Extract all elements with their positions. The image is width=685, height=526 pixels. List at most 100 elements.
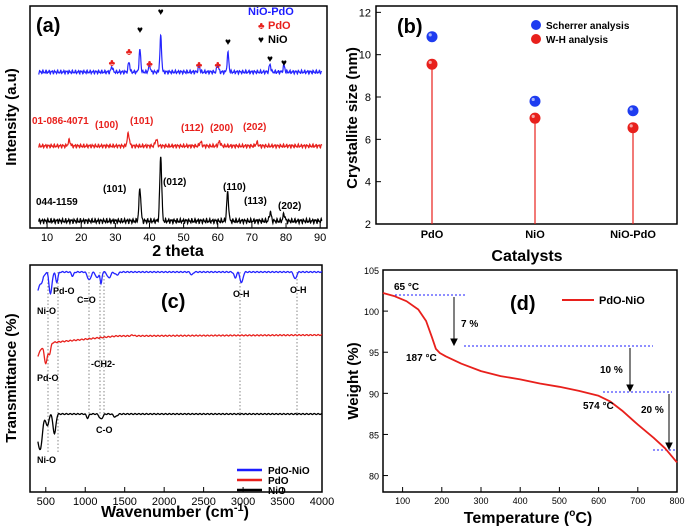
panel-a-pdo-plane: (200) [210,123,233,134]
panel-b-point-shine [629,107,633,111]
panel-a-pdo-plane: (101) [130,116,153,127]
panel-b-point-shine [629,124,633,128]
panel-a-nio-ref: 044-1159 [36,197,78,208]
panel-c-ylabel: Transmittance (%) [3,313,20,442]
panel-d-xtick-label: 300 [473,496,488,506]
panel-d-curve [382,292,678,463]
panel-a-pdo-plane: (100) [95,120,118,131]
panel-b: 2 4 6 8 10 12 PdO NiO NiO-PdO (b) Catalysts Crys… [344,5,678,265]
panel-a-pdo-plane: (202) [243,122,266,133]
panel-d-ylabel: Weight (%) [345,342,362,419]
panel-d-ytick-label: 85 [369,430,379,440]
panel-d-arrows [450,297,673,451]
panel-a-xlabel: 2 theta [152,243,204,260]
panel-d-ticks: 100 200 300 400 500 600 700 800 80 85 90 95 100 105 [364,266,685,506]
panel-b-point-shine [428,60,432,65]
panel-a-xtick-label: 60 [212,232,224,244]
panel-d-xtick-label: 800 [669,496,684,506]
panel-c-xtick-label: 2000 [152,496,176,508]
panel-b-legend-scherrer-marker [531,20,541,30]
panel-b-point-shine [531,97,535,102]
panel-c: 500 1000 1500 2000 2500 3000 3500 4000 (c) Pd-O… [3,264,334,521]
panel-c-ann: C=O [77,295,96,305]
panel-b-xtick-label: NiO-PdO [610,229,656,241]
panel-a-label: (a) [36,15,60,37]
panel-b-label: (b) [397,16,423,38]
panel-a-nio-peak-marker: ♥ [281,58,287,69]
panel-a-legend-niopdo: NiO-PdO [248,6,294,18]
panel-a-nio-peak-marker: ♥ [225,37,231,48]
panel-b-point-shine [428,33,432,37]
panel-a-legend-pdo-marker: ♣ [258,21,265,32]
panel-b-ytick-label: 2 [365,219,371,231]
panel-b-point-dot [627,122,639,134]
panel-a-nio-plane: (110) [223,182,246,193]
panel-b-ytick-label: 4 [365,177,371,189]
panel-c-curves [37,270,323,451]
panel-d-curve-pdonio [382,292,678,463]
panel-a-nio-peak-marker: ♥ [137,25,143,36]
panel-a-xtick-label: 10 [41,232,53,244]
panel-c-legend-pdo: PdO [268,476,289,487]
panel-d-ann-t2: 187 °C [406,353,437,364]
panel-a-nio-peak-marker: ♥ [158,7,164,18]
panel-c-ann: O-H [290,285,307,295]
panel-b-point-dot [529,112,541,124]
panel-a-curve-pdo [38,130,323,150]
panel-c-legend-nio: NiO [268,486,286,497]
panel-a-ylabel: Intensity (a.u) [3,68,20,166]
panel-d-ytick-label: 95 [369,348,379,358]
panel-c-xtick-label: 1000 [73,496,97,508]
panel-d-ytick-label: 100 [364,307,379,317]
panel-d-xtick-label: 100 [395,496,410,506]
panel-b-point-dot [529,95,541,107]
panel-d-ytick-label: 90 [369,389,379,399]
panel-d-ann-l1: 7 % [461,319,478,330]
panel-b-ytick-label: 6 [365,134,371,146]
panel-b-xlabel: Catalysts [491,248,562,265]
panel-d-legend: PdO-NiO [599,295,645,307]
panel-c-curve-pdo [37,333,323,365]
panel-b-point-shine [531,114,535,118]
panel-c-ann: Pd-O [53,286,75,296]
panel-a-pdo-plane: (112) [181,123,204,134]
panel-a-nio-plane: (202) [278,201,301,212]
panel-b-point-wh [426,58,438,70]
panel-c-guides [47,272,298,452]
panel-d-ytick-label: 80 [369,472,379,482]
panel-d-guides [395,294,675,451]
panel-b-legend-wh: W-H analysis [546,35,608,46]
panel-a-pdo-peak-marker: ♣ [146,59,153,70]
panel-d-label: (d) [510,293,536,315]
panel-d-xtick-label: 600 [591,496,606,506]
panel-a-xticks: 10 20 30 40 50 60 70 80 90 [41,223,326,244]
panel-a: 10 20 30 40 50 60 70 80 90 ♥♥♥♥ ♥♣♣♣ ♣ ♣ (a) 2 thet… [3,5,328,260]
panel-c-xticks: 500 1000 1500 2000 2500 3000 3500 4000 [37,487,334,508]
panel-b-point-dot [426,31,438,43]
panel-c-ann: Ni-O [37,455,56,465]
panel-a-pdo-peak-marker: ♣ [214,60,221,71]
panel-b-points [426,31,639,224]
panel-a-curves [37,33,323,226]
panel-c-xtick-label: 4000 [310,496,334,508]
panel-a-pdo-peak-marker: ♣ [109,58,116,69]
panel-d-ann-l2: 10 % [600,365,623,376]
panel-d-ann-t3: 574 °C [583,401,614,412]
panel-d-arrowhead [665,442,673,451]
panel-b-xtick-label: NiO [525,229,545,241]
panel-b-point-scherrer [529,95,541,107]
panel-a-nio-plane: (101) [103,184,126,195]
panel-c-ann: C-O [96,425,113,435]
panel-a-xtick-label: 40 [143,232,155,244]
panel-d-frame [382,269,678,493]
panel-b-point-scherrer [627,105,639,117]
panel-d: 100 200 300 400 500 600 700 800 80 85 90 95 100 105 (… [345,266,685,526]
panel-b-legend-scherrer: Scherrer analysis [546,21,630,32]
panel-c-legend-pdonio: PdO-NiO [268,466,310,477]
panel-d-ann-l3: 20 % [641,405,664,416]
panel-b-point-wh [627,122,639,134]
panel-a-pdo-peak-marker: ♣ [126,47,133,58]
panel-c-curve-pdonio [37,270,323,295]
panel-a-xtick-label: 50 [177,232,189,244]
